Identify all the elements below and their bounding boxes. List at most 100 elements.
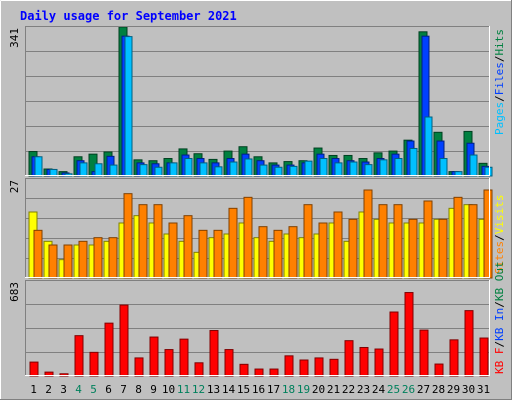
bar-sites-day-24 xyxy=(378,204,388,279)
x-tick-label: 16 xyxy=(252,383,265,396)
bar-kbytes-day-21 xyxy=(329,358,339,377)
bar-kbytes-day-28 xyxy=(434,363,444,377)
bar-pages-day-7 xyxy=(124,36,133,177)
bar-pages-day-8 xyxy=(139,164,148,177)
ymax-label-hits: 341 xyxy=(8,28,21,48)
legend-separator: / xyxy=(493,56,506,63)
bar-kbytes-day-29 xyxy=(449,339,459,377)
bar-kbytes-day-27 xyxy=(419,329,429,377)
bar-kbytes-day-17 xyxy=(269,368,279,377)
bar-sites-day-23 xyxy=(363,189,373,279)
x-tick-label: 10 xyxy=(162,383,175,396)
x-tick-label: 14 xyxy=(222,383,236,396)
x-tick-label: 30 xyxy=(462,383,475,396)
bar-pages-day-9 xyxy=(154,166,163,177)
x-tick-label: 15 xyxy=(237,383,250,396)
bar-kbytes-day-11 xyxy=(179,338,189,377)
x-tick-label: 26 xyxy=(402,383,415,396)
legend-separator: / xyxy=(493,234,506,241)
bar-pages-day-19 xyxy=(304,160,313,177)
x-tick-label: 11 xyxy=(177,383,190,396)
panel-hits-files-pages xyxy=(25,26,493,177)
bar-sites-day-11 xyxy=(183,215,193,279)
legend-separator: / xyxy=(493,95,506,102)
x-tick-label: 19 xyxy=(297,383,310,396)
x-tick-label: 1 xyxy=(30,383,37,396)
bar-sites-day-10 xyxy=(168,222,178,279)
x-tick-label: 31 xyxy=(477,383,490,396)
bar-sites-day-20 xyxy=(318,222,328,279)
x-tick-label: 24 xyxy=(372,383,386,396)
bar-pages-day-21 xyxy=(334,162,343,177)
bar-kbytes-day-26 xyxy=(404,292,414,377)
bar-pages-day-16 xyxy=(259,164,268,177)
bar-sites-day-3 xyxy=(63,244,73,279)
bar-pages-day-24 xyxy=(379,159,388,177)
x-tick-label: 9 xyxy=(150,383,157,396)
bar-sites-day-7 xyxy=(123,193,133,279)
x-axis-day-labels: 1 2 3 4 5 6 7 8 9 10 11 12 13 14 15 16 17 18 19 20 21 22 23 24 2… xyxy=(30,383,490,396)
legend-item-pages: Pages xyxy=(493,102,506,135)
legend-item-visits: Visits xyxy=(493,195,506,235)
bar-sites-day-15 xyxy=(243,196,253,279)
bar-pages-day-15 xyxy=(244,158,253,177)
x-tick-label: 3 xyxy=(60,383,67,396)
bar-kbytes-day-13 xyxy=(209,330,219,377)
bar-kbytes-day-18 xyxy=(284,355,294,377)
bar-pages-day-20 xyxy=(319,158,328,177)
bar-pages-day-14 xyxy=(229,161,238,177)
x-tick-label: 27 xyxy=(417,383,430,396)
bar-kbytes-day-1 xyxy=(29,361,39,377)
legend-visits-sites: Sites/Visits xyxy=(493,195,506,275)
bar-sites-day-8 xyxy=(138,204,148,279)
bar-sites-day-16 xyxy=(258,226,268,279)
bar-kbytes-day-30 xyxy=(464,310,474,377)
x-tick-label: 17 xyxy=(267,383,280,396)
bar-sites-day-2 xyxy=(48,244,58,279)
legend-item-hits: Hits xyxy=(493,29,506,56)
bar-kbytes-day-7 xyxy=(119,304,129,377)
bar-sites-day-25 xyxy=(393,204,403,279)
bar-pages-day-1 xyxy=(34,156,43,177)
panel-kbytes xyxy=(25,280,490,377)
bar-sites-day-18 xyxy=(288,226,298,279)
bar-kbytes-day-25 xyxy=(389,311,399,377)
bar-kbytes-day-23 xyxy=(359,346,369,377)
legend-text: Sites/Visits xyxy=(493,195,506,275)
x-tick-label: 2 xyxy=(45,383,52,396)
ymax-label-visits: 27 xyxy=(8,180,21,193)
bar-kbytes-day-20 xyxy=(314,357,324,377)
bar-pages-day-4 xyxy=(79,162,88,177)
bar-pages-day-6 xyxy=(109,164,118,177)
bar-sites-day-31 xyxy=(483,189,493,279)
bar-pages-day-17 xyxy=(274,166,283,177)
bar-pages-day-30 xyxy=(469,154,478,177)
bar-kbytes-day-31 xyxy=(479,337,489,377)
bar-sites-day-4 xyxy=(78,240,88,279)
bar-kbytes-day-8 xyxy=(134,357,144,377)
bar-sites-day-13 xyxy=(213,229,223,279)
bar-pages-day-27 xyxy=(424,116,433,177)
bar-pages-day-5 xyxy=(94,163,103,177)
bar-kbytes-day-14 xyxy=(224,349,234,377)
bar-sites-day-30 xyxy=(468,204,478,279)
x-tick-label: 29 xyxy=(447,383,460,396)
bar-kbytes-day-6 xyxy=(104,322,114,377)
bar-pages-day-22 xyxy=(349,161,358,177)
bar-pages-day-31 xyxy=(484,166,493,177)
x-tick-label: 7 xyxy=(120,383,127,396)
bar-kbytes-day-16 xyxy=(254,368,264,377)
x-tick-label: 22 xyxy=(342,383,355,396)
chart-title: Daily usage for September 2021 xyxy=(20,9,237,23)
bar-sites-day-12 xyxy=(198,229,208,279)
bar-kbytes-day-24 xyxy=(374,348,384,377)
panel-visits-sites xyxy=(25,178,493,279)
bar-sites-day-27 xyxy=(423,200,433,279)
legend-item-kbytes: KB F xyxy=(493,348,506,375)
bar-pages-day-26 xyxy=(409,147,418,177)
x-tick-label: 12 xyxy=(192,383,205,396)
x-tick-label: 21 xyxy=(327,383,340,396)
bar-sites-day-9 xyxy=(153,204,163,279)
bar-pages-day-28 xyxy=(439,158,448,177)
